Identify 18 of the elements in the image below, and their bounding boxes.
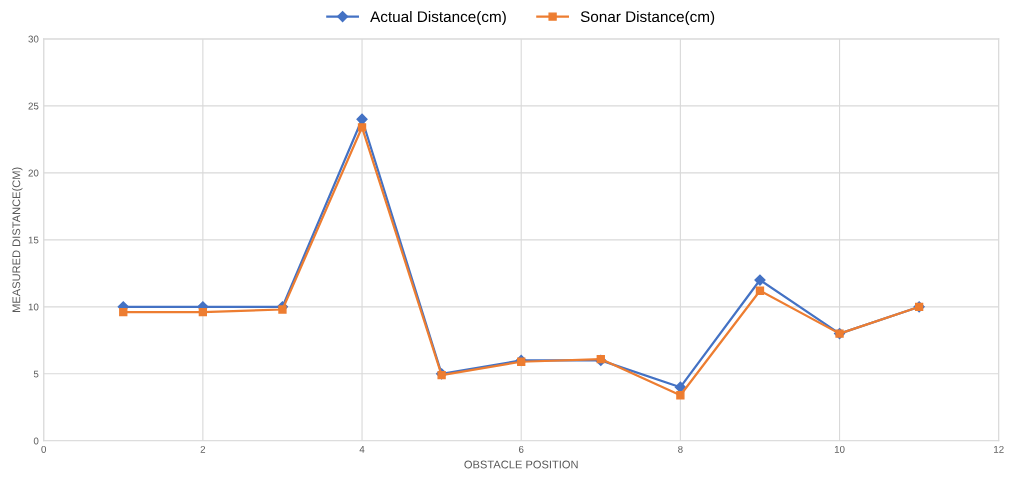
x-tick-label: 8 [678,445,683,453]
legend-label: Actual Distance(cm) [370,10,506,26]
x-tick-label: 10 [834,445,845,453]
x-tick-label: 4 [359,446,365,453]
y-tick-label: 10 [28,303,39,311]
y-tick-label: 25 [28,102,39,110]
x-tick-label: 0 [41,445,47,453]
y-tick-label: 15 [28,236,39,244]
legend-label: Sonar Distance(cm) [580,10,715,26]
y-tick-label: 0 [33,437,39,445]
x-tick-label: 6 [519,445,524,453]
x-tick-label: 2 [200,445,206,453]
y-tick-label: 5 [33,370,39,378]
y-axis-title: MEASURED DISTANCE(CM) [12,167,23,312]
x-tick-label: 12 [994,445,1004,453]
x-axis-title: OBSTACLE POSITION [464,460,578,469]
y-tick-label: 20 [28,169,39,177]
y-tick-label: 30 [28,35,39,43]
